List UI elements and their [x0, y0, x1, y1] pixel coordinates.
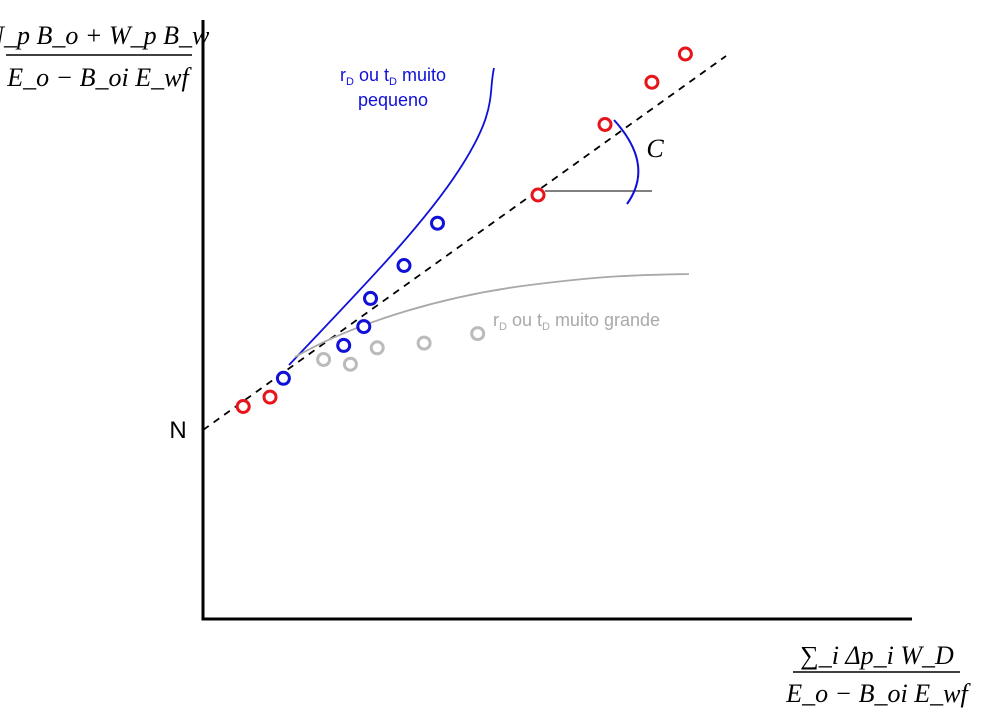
large-rd-label: rD ou tD muito grande	[493, 310, 660, 333]
data-point-series1-1	[336, 337, 352, 353]
slope-label: C	[646, 134, 664, 163]
small-rd-curve	[288, 67, 495, 366]
data-point-series2-1	[342, 356, 358, 372]
y-axis-label-numerator: N_p B_o + W_p B_w	[0, 21, 210, 50]
data-points	[235, 46, 693, 414]
data-point-series0-3	[597, 117, 613, 132]
x-axis-label: ∑_i Δp_i W_D E_o − B_oi E_wf	[785, 641, 971, 708]
large-label-rest: muito grande	[550, 310, 660, 330]
small-label-rest: muito	[397, 65, 446, 85]
linear-fit-line	[202, 55, 727, 431]
data-point-series0-4	[644, 74, 660, 90]
data-point-series1-0	[275, 370, 291, 386]
large-label-sub2: D	[542, 321, 550, 333]
y-axis-label-denominator: E_o − B_oi E_wf	[6, 63, 192, 92]
data-point-series0-2	[530, 187, 546, 203]
y-axis-label: N_p B_o + W_p B_w E_o − B_oi E_wf	[0, 21, 210, 92]
data-point-series1-3	[363, 290, 378, 306]
small-label-sub1: D	[346, 76, 354, 88]
small-rd-label-line2: pequeno	[358, 90, 428, 110]
intercept-label: N	[169, 417, 186, 444]
x-axis-label-denominator: E_o − B_oi E_wf	[785, 679, 971, 708]
data-point-series0-5	[677, 46, 693, 62]
data-point-series0-0	[235, 399, 251, 414]
data-point-series2-2	[369, 340, 385, 356]
large-label-r: r	[493, 310, 499, 330]
data-point-series1-2	[356, 319, 372, 335]
data-point-series1-5	[430, 215, 445, 231]
data-point-series0-1	[262, 389, 278, 405]
data-point-series2-0	[316, 352, 332, 367]
small-label-mid: ou t	[354, 65, 389, 85]
small-rd-label-line1: rD ou tD muito	[340, 65, 446, 88]
data-point-series1-4	[396, 258, 412, 273]
large-label-mid: ou t	[507, 310, 542, 330]
small-label-r: r	[340, 65, 346, 85]
large-label-sub1: D	[499, 321, 507, 333]
large-rd-curve	[294, 273, 690, 358]
small-label-sub2: D	[389, 76, 397, 88]
x-axis-label-numerator: ∑_i Δp_i W_D	[800, 641, 954, 670]
data-point-series2-4	[470, 326, 486, 342]
slope-indicator: C	[545, 119, 664, 205]
slope-arc	[613, 119, 640, 205]
data-point-series2-3	[416, 335, 432, 351]
